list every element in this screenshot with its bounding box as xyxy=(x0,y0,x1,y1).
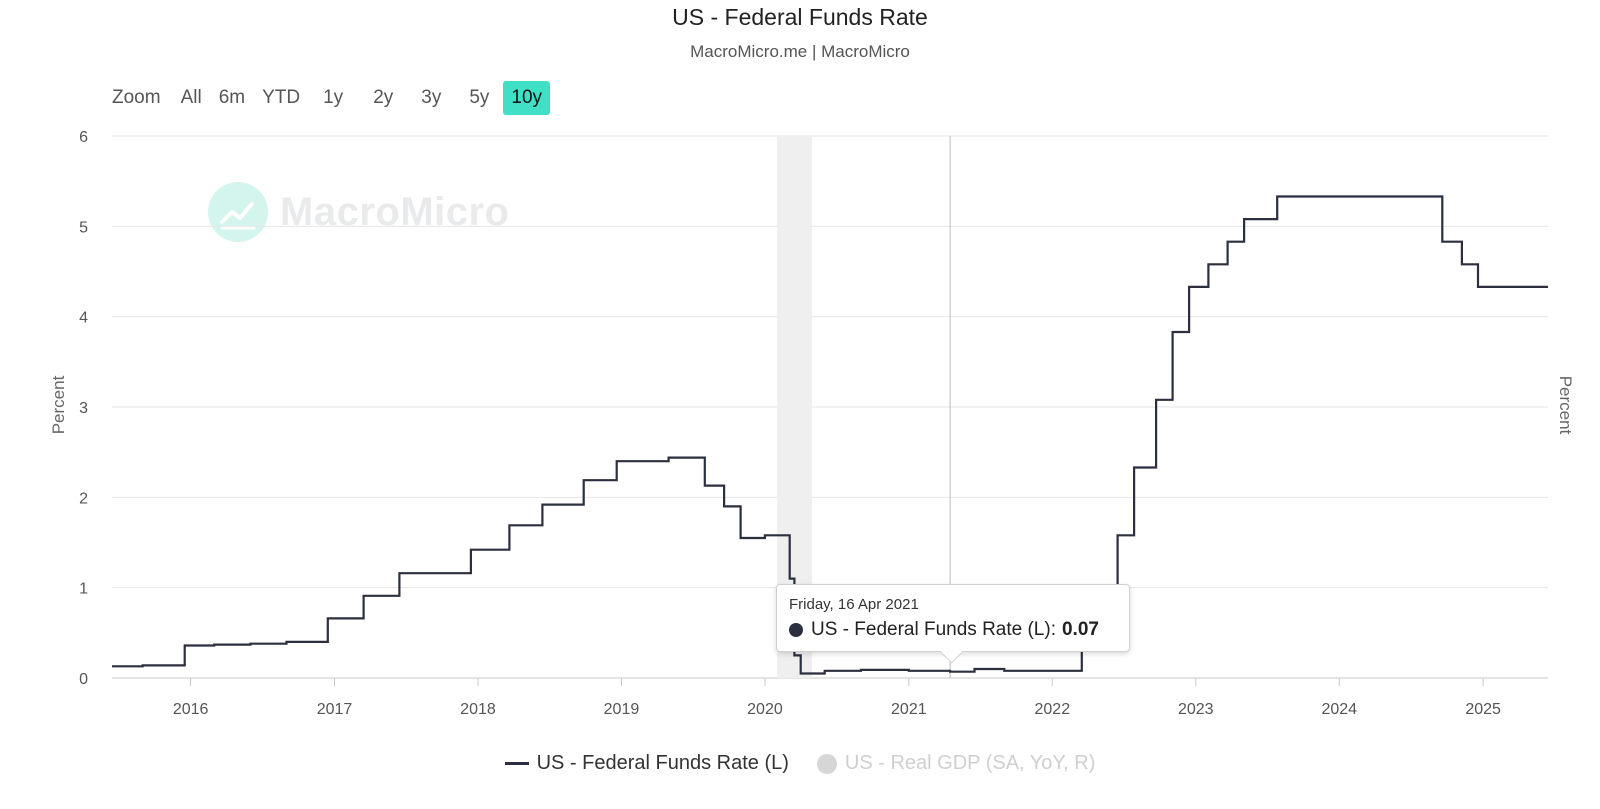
zoom-3y-button[interactable]: 3y xyxy=(421,87,442,108)
y-axis-ticks: 0 1 2 3 4 5 6 xyxy=(79,129,88,688)
y-tick-label: 0 xyxy=(79,671,88,688)
zoom-5y-button[interactable]: 5y xyxy=(469,87,490,108)
zoom-ytd-button[interactable]: YTD xyxy=(262,87,301,108)
fed-funds-line xyxy=(112,195,1548,675)
tooltip: Friday, 16 Apr 2021 US - Federal Funds R… xyxy=(776,584,1130,664)
x-tick-label: 2020 xyxy=(747,701,783,718)
x-axis-ticks: 2016 2017 2018 2019 2020 2021 2022 2023 2024 2025 xyxy=(173,678,1501,718)
legend-item-fed-funds[interactable]: US - Federal Funds Rate (L) xyxy=(504,752,789,775)
tooltip-date: Friday, 16 Apr 2021 xyxy=(789,596,919,613)
zoom-all-button[interactable]: All xyxy=(180,87,202,108)
chart-line-icon xyxy=(208,182,268,242)
x-tick-label: 2023 xyxy=(1178,701,1214,718)
y-tick-label: 4 xyxy=(79,310,88,327)
tooltip-row: US - Federal Funds Rate (L): 0.07 xyxy=(789,619,1099,641)
zoom-2y-button[interactable]: 2y xyxy=(373,87,394,108)
legend-label: US - Real GDP (SA, YoY, R) xyxy=(844,752,1096,774)
zoom-6m-button[interactable]: 6m xyxy=(218,87,246,108)
legend: US - Federal Funds Rate (L) US - Real GD… xyxy=(0,752,1600,775)
x-tick-label: 2018 xyxy=(460,701,496,718)
legend-label: US - Federal Funds Rate (L) xyxy=(536,752,789,774)
tooltip-series: US - Federal Funds Rate (L): xyxy=(811,619,1056,640)
legend-item-real-gdp[interactable]: US - Real GDP (SA, YoY, R) xyxy=(816,752,1096,775)
circle-icon xyxy=(816,753,837,774)
x-tick-label: 2021 xyxy=(891,701,927,718)
chart-subtitle: MacroMicro.me | MacroMicro xyxy=(690,42,910,61)
y-tick-label: 2 xyxy=(79,490,88,507)
x-tick-label: 2017 xyxy=(317,701,353,718)
series-marker-icon xyxy=(789,623,803,637)
chart-title: US - Federal Funds Rate xyxy=(672,4,928,30)
x-tick-label: 2024 xyxy=(1321,701,1357,718)
x-tick-label: 2022 xyxy=(1035,701,1071,718)
y-tick-label: 3 xyxy=(79,400,88,417)
tooltip-value: 0.07 xyxy=(1061,619,1099,640)
y-tick-label: 6 xyxy=(79,129,88,146)
y-tick-label: 5 xyxy=(79,219,88,236)
y-axis-label-right: Percent xyxy=(1556,376,1575,435)
y-axis-label-left: Percent xyxy=(49,375,68,434)
series-lines xyxy=(112,195,1548,675)
zoom-10y-button[interactable]: 10y xyxy=(503,81,551,115)
x-tick-label: 2025 xyxy=(1465,701,1501,718)
zoom-bar: Zoom All 6m YTD 1y 2y 3y 5y 10y xyxy=(112,81,551,115)
y-tick-label: 1 xyxy=(79,581,88,598)
zoom-label: Zoom xyxy=(112,87,161,108)
zoom-1y-button[interactable]: 1y xyxy=(323,87,344,108)
x-tick-label: 2016 xyxy=(173,701,209,718)
line-icon xyxy=(504,762,529,765)
x-tick-label: 2019 xyxy=(604,701,640,718)
